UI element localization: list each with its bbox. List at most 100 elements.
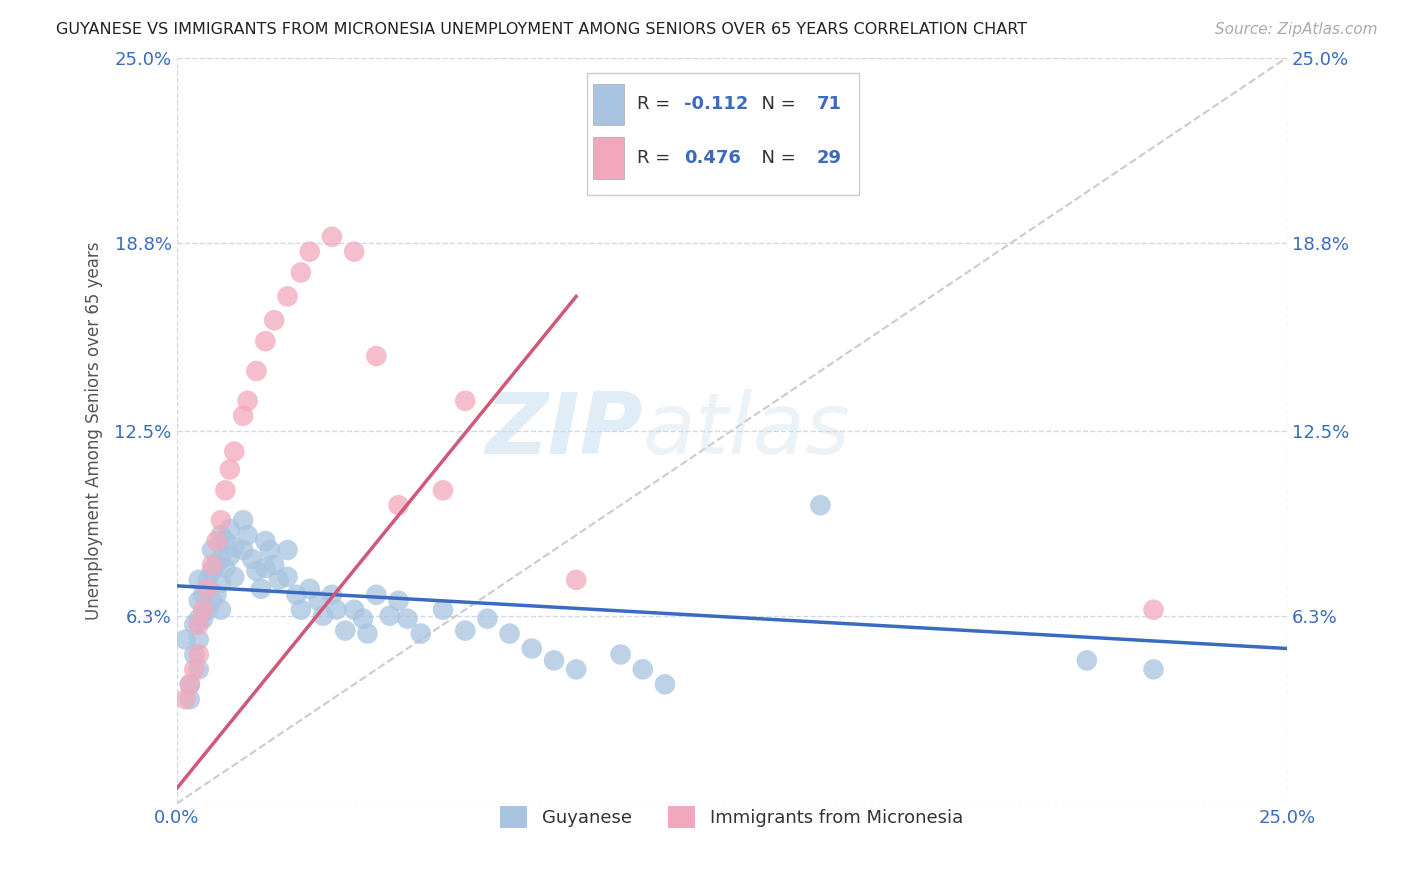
Point (232, 543, 254, 558)
Point (179, 677, 201, 691)
Text: Source: ZipAtlas.com: Source: ZipAtlas.com (1215, 22, 1378, 37)
Point (263, 558, 285, 572)
Point (214, 534, 236, 549)
Point (205, 534, 228, 549)
Point (609, 648, 631, 662)
Point (387, 498, 409, 512)
Text: -0.112: -0.112 (683, 95, 748, 113)
FancyBboxPatch shape (593, 137, 624, 178)
Point (183, 662, 205, 676)
Text: N =: N = (751, 149, 801, 167)
Point (565, 573, 588, 587)
Point (277, 289, 299, 303)
Point (240, 552, 263, 566)
Point (325, 603, 347, 617)
Point (263, 313, 285, 327)
Point (187, 648, 209, 662)
Point (432, 603, 454, 617)
Point (378, 608, 401, 623)
Point (477, 612, 499, 626)
Point (267, 573, 290, 587)
Point (454, 393, 477, 408)
Point (205, 588, 228, 602)
Point (352, 612, 374, 626)
Point (308, 593, 330, 607)
Point (520, 641, 543, 656)
Point (236, 393, 259, 408)
Point (224, 444, 246, 458)
Point (254, 334, 277, 348)
Point (209, 513, 232, 527)
Point (187, 662, 209, 676)
Point (285, 588, 308, 602)
Point (343, 603, 366, 617)
Point (366, 588, 388, 602)
Point (290, 266, 312, 280)
Point (214, 561, 236, 575)
Point (187, 632, 209, 647)
Point (224, 540, 246, 554)
Point (654, 677, 676, 691)
Text: atlas: atlas (643, 389, 851, 472)
Point (277, 570, 299, 584)
FancyBboxPatch shape (593, 84, 624, 125)
Text: 71: 71 (817, 95, 842, 113)
Point (191, 588, 214, 602)
Text: ZIP: ZIP (485, 389, 643, 472)
Point (498, 626, 520, 640)
Point (254, 534, 277, 549)
FancyBboxPatch shape (588, 72, 859, 195)
Point (197, 582, 219, 596)
Point (396, 612, 419, 626)
Point (1142, 662, 1164, 676)
Point (565, 662, 588, 676)
Y-axis label: Unemployment Among Seniors over 65 years: Unemployment Among Seniors over 65 years (86, 242, 103, 620)
Point (232, 409, 254, 423)
Text: R =: R = (637, 95, 676, 113)
Point (209, 552, 232, 566)
Point (321, 229, 343, 244)
Point (191, 603, 214, 617)
Point (224, 570, 246, 584)
Point (191, 612, 214, 626)
Point (209, 575, 232, 590)
Point (631, 662, 654, 676)
Point (259, 543, 281, 558)
Point (387, 593, 409, 607)
Point (298, 244, 321, 259)
Point (245, 564, 267, 578)
Point (218, 522, 240, 536)
Point (174, 692, 197, 706)
Point (312, 608, 335, 623)
Point (187, 593, 209, 607)
Point (343, 244, 366, 259)
Point (254, 561, 277, 575)
Point (366, 349, 388, 363)
Point (277, 543, 299, 558)
Point (409, 626, 432, 640)
Point (290, 603, 312, 617)
Point (321, 588, 343, 602)
Point (179, 692, 201, 706)
Point (245, 364, 267, 378)
Point (810, 498, 832, 512)
Point (201, 543, 224, 558)
Point (218, 462, 240, 476)
Point (197, 573, 219, 587)
Text: R =: R = (637, 149, 676, 167)
Point (356, 626, 378, 640)
Point (201, 558, 224, 572)
Point (187, 612, 209, 626)
Point (250, 582, 273, 596)
Text: 29: 29 (817, 149, 842, 167)
Text: N =: N = (751, 95, 801, 113)
Legend: Guyanese, Immigrants from Micronesia: Guyanese, Immigrants from Micronesia (494, 799, 970, 836)
Point (205, 558, 228, 572)
Point (1076, 653, 1098, 667)
Point (201, 593, 224, 607)
Point (335, 624, 357, 638)
Point (236, 528, 259, 542)
Point (454, 624, 477, 638)
Point (183, 617, 205, 632)
Point (201, 564, 224, 578)
